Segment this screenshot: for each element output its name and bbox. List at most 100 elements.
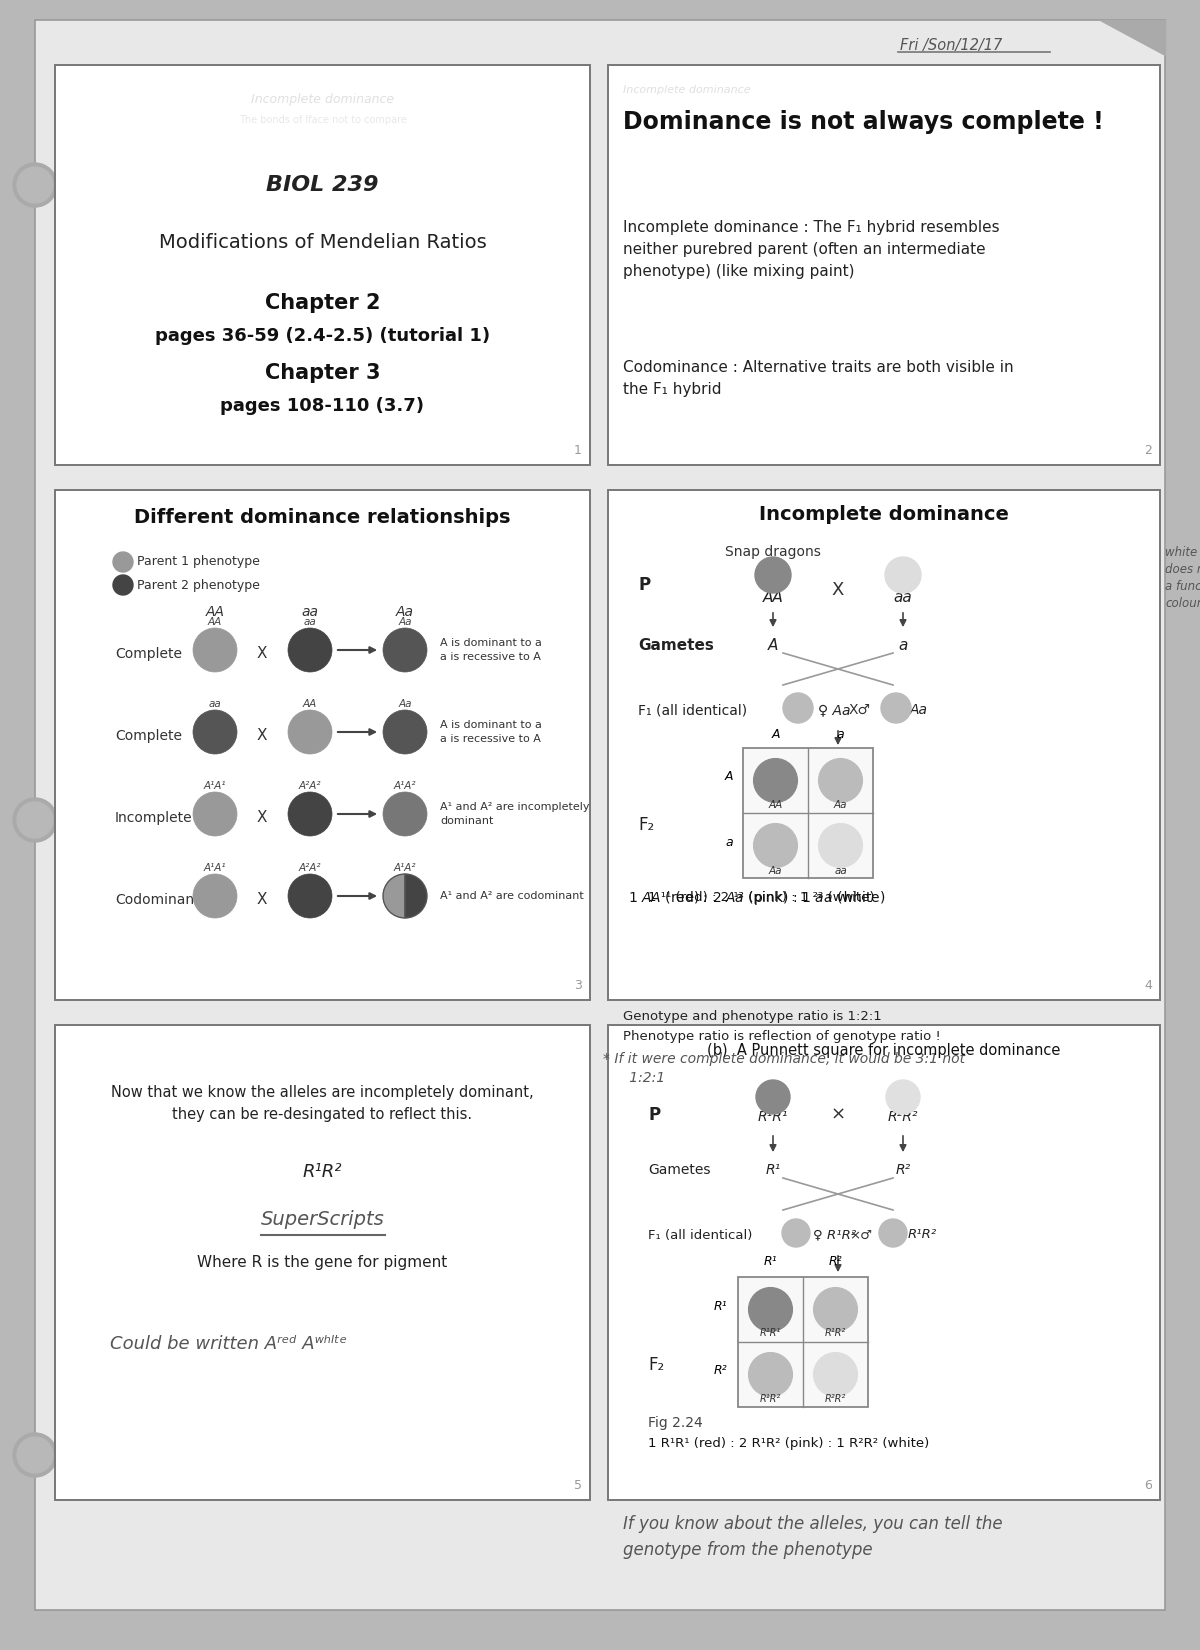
Circle shape bbox=[383, 710, 427, 754]
Text: AA: AA bbox=[763, 591, 784, 606]
Text: Dominance is not always complete !: Dominance is not always complete ! bbox=[623, 111, 1104, 134]
Text: pages 108-110 (3.7): pages 108-110 (3.7) bbox=[221, 398, 425, 416]
Text: Gametes: Gametes bbox=[648, 1163, 710, 1176]
Circle shape bbox=[17, 1437, 53, 1473]
FancyBboxPatch shape bbox=[55, 490, 590, 1000]
Circle shape bbox=[288, 792, 332, 837]
Text: a: a bbox=[725, 835, 733, 848]
Text: P: P bbox=[648, 1106, 660, 1124]
Text: aa: aa bbox=[304, 617, 317, 627]
Text: does not produce: does not produce bbox=[1165, 564, 1200, 576]
Text: A¹ and A² are codominant: A¹ and A² are codominant bbox=[440, 891, 583, 901]
Text: * If it were complete dominance, it would be 3:1 not
      1:2:1: * If it were complete dominance, it woul… bbox=[604, 1053, 965, 1086]
Circle shape bbox=[756, 1081, 790, 1114]
Circle shape bbox=[754, 759, 798, 802]
Circle shape bbox=[193, 874, 238, 917]
Text: A: A bbox=[725, 771, 733, 784]
Text: A: A bbox=[768, 637, 778, 652]
Circle shape bbox=[881, 693, 911, 723]
Text: Phenotype ratio is reflection of genotype ratio !: Phenotype ratio is reflection of genotyp… bbox=[623, 1030, 941, 1043]
Text: 6: 6 bbox=[1144, 1478, 1152, 1492]
Text: A¹ and A² are incompletely
dominant: A¹ and A² are incompletely dominant bbox=[440, 802, 589, 825]
Text: white b/c: white b/c bbox=[1165, 546, 1200, 558]
Text: A is dominant to a
a is recessive to A: A is dominant to a a is recessive to A bbox=[440, 639, 542, 662]
Circle shape bbox=[886, 1081, 920, 1114]
Text: 3: 3 bbox=[574, 978, 582, 992]
Text: Incomplete dominance : The F₁ hybrid resembles
neither purebred parent (often an: Incomplete dominance : The F₁ hybrid res… bbox=[623, 219, 1000, 279]
Circle shape bbox=[13, 799, 58, 842]
Circle shape bbox=[13, 1432, 58, 1477]
Circle shape bbox=[814, 1287, 858, 1332]
Circle shape bbox=[113, 553, 133, 573]
Text: X: X bbox=[257, 893, 268, 908]
Text: Aa: Aa bbox=[396, 606, 414, 619]
Circle shape bbox=[17, 802, 53, 838]
Text: Could be written Aʳᵉᵈ Aʷʰᴵᵗᵉ: Could be written Aʳᵉᵈ Aʷʰᴵᵗᵉ bbox=[110, 1335, 347, 1353]
Circle shape bbox=[754, 823, 798, 868]
Circle shape bbox=[749, 1287, 792, 1332]
Text: R¹R²: R¹R² bbox=[760, 1394, 781, 1404]
Text: aa: aa bbox=[301, 606, 318, 619]
Text: X♂: X♂ bbox=[850, 703, 871, 718]
Text: A: A bbox=[772, 728, 780, 741]
Text: F₁ (all identical): F₁ (all identical) bbox=[638, 703, 748, 718]
Circle shape bbox=[818, 759, 863, 802]
Text: Incomplete: Incomplete bbox=[115, 812, 193, 825]
Text: Parent 1 phenotype: Parent 1 phenotype bbox=[137, 556, 260, 569]
Text: Aa: Aa bbox=[910, 703, 928, 718]
Circle shape bbox=[818, 823, 863, 868]
FancyBboxPatch shape bbox=[55, 1025, 590, 1500]
FancyBboxPatch shape bbox=[35, 20, 1165, 1610]
Text: F₁ (all identical): F₁ (all identical) bbox=[648, 1229, 752, 1241]
Text: A is dominant to a
a is recessive to A: A is dominant to a a is recessive to A bbox=[440, 721, 542, 744]
FancyBboxPatch shape bbox=[608, 64, 1160, 465]
Text: 1: 1 bbox=[574, 444, 582, 457]
Text: A²A²: A²A² bbox=[299, 863, 322, 873]
Text: Incomplete dominance: Incomplete dominance bbox=[760, 505, 1009, 525]
Circle shape bbox=[878, 1219, 907, 1247]
FancyBboxPatch shape bbox=[608, 1025, 1160, 1500]
Text: ×: × bbox=[830, 1106, 846, 1124]
Text: SuperScripts: SuperScripts bbox=[260, 1209, 384, 1229]
Text: pages 36-59 (2.4-2.5) (tutorial 1): pages 36-59 (2.4-2.5) (tutorial 1) bbox=[155, 327, 490, 345]
Circle shape bbox=[193, 710, 238, 754]
Text: aa: aa bbox=[894, 591, 912, 606]
Text: Genotype and phenotype ratio is 1:2:1: Genotype and phenotype ratio is 1:2:1 bbox=[623, 1010, 882, 1023]
Text: Codominant: Codominant bbox=[115, 893, 199, 908]
Circle shape bbox=[193, 629, 238, 672]
Circle shape bbox=[383, 792, 427, 837]
Text: 5: 5 bbox=[574, 1478, 582, 1492]
Text: A¹A¹: A¹A¹ bbox=[204, 780, 227, 790]
Text: R¹: R¹ bbox=[763, 1256, 778, 1267]
Text: A¹A¹: A¹A¹ bbox=[204, 863, 227, 873]
Circle shape bbox=[13, 163, 58, 206]
FancyBboxPatch shape bbox=[608, 490, 1160, 1000]
Text: R²: R² bbox=[713, 1365, 727, 1378]
Text: Fri /Son/12/17: Fri /Son/12/17 bbox=[900, 38, 1002, 53]
Text: R¹: R¹ bbox=[766, 1163, 781, 1176]
Circle shape bbox=[814, 1353, 858, 1396]
Circle shape bbox=[17, 167, 53, 203]
Circle shape bbox=[288, 710, 332, 754]
Text: Aa: Aa bbox=[398, 617, 412, 627]
Circle shape bbox=[383, 629, 427, 672]
Text: a functional: a functional bbox=[1165, 581, 1200, 594]
Text: A²A²: A²A² bbox=[299, 780, 322, 790]
Circle shape bbox=[755, 558, 791, 592]
Text: A¹A²: A¹A² bbox=[394, 863, 416, 873]
Text: F₂: F₂ bbox=[648, 1356, 665, 1374]
Text: colourprotein: colourprotein bbox=[1165, 597, 1200, 610]
Circle shape bbox=[886, 558, 922, 592]
Text: R¹: R¹ bbox=[713, 1300, 727, 1312]
Text: ♀ Aa: ♀ Aa bbox=[818, 703, 851, 718]
Text: aa: aa bbox=[834, 866, 847, 876]
Wedge shape bbox=[383, 874, 406, 917]
Text: Snap dragons: Snap dragons bbox=[725, 544, 821, 559]
Text: (b)  A Punnett square for incomplete dominance: (b) A Punnett square for incomplete domi… bbox=[707, 1043, 1061, 1058]
FancyBboxPatch shape bbox=[738, 1277, 868, 1407]
Circle shape bbox=[193, 792, 238, 837]
Text: a: a bbox=[836, 728, 845, 741]
Text: 1 $\mathit{AA}$ (red) : 2 $\mathit{Aa}$ (pink) : 1 $\mathit{aa}$ (white): 1 $\mathit{AA}$ (red) : 2 $\mathit{Aa}$ … bbox=[628, 889, 886, 908]
Circle shape bbox=[113, 574, 133, 596]
Text: The bonds of Iface not to compare: The bonds of Iface not to compare bbox=[239, 116, 407, 125]
